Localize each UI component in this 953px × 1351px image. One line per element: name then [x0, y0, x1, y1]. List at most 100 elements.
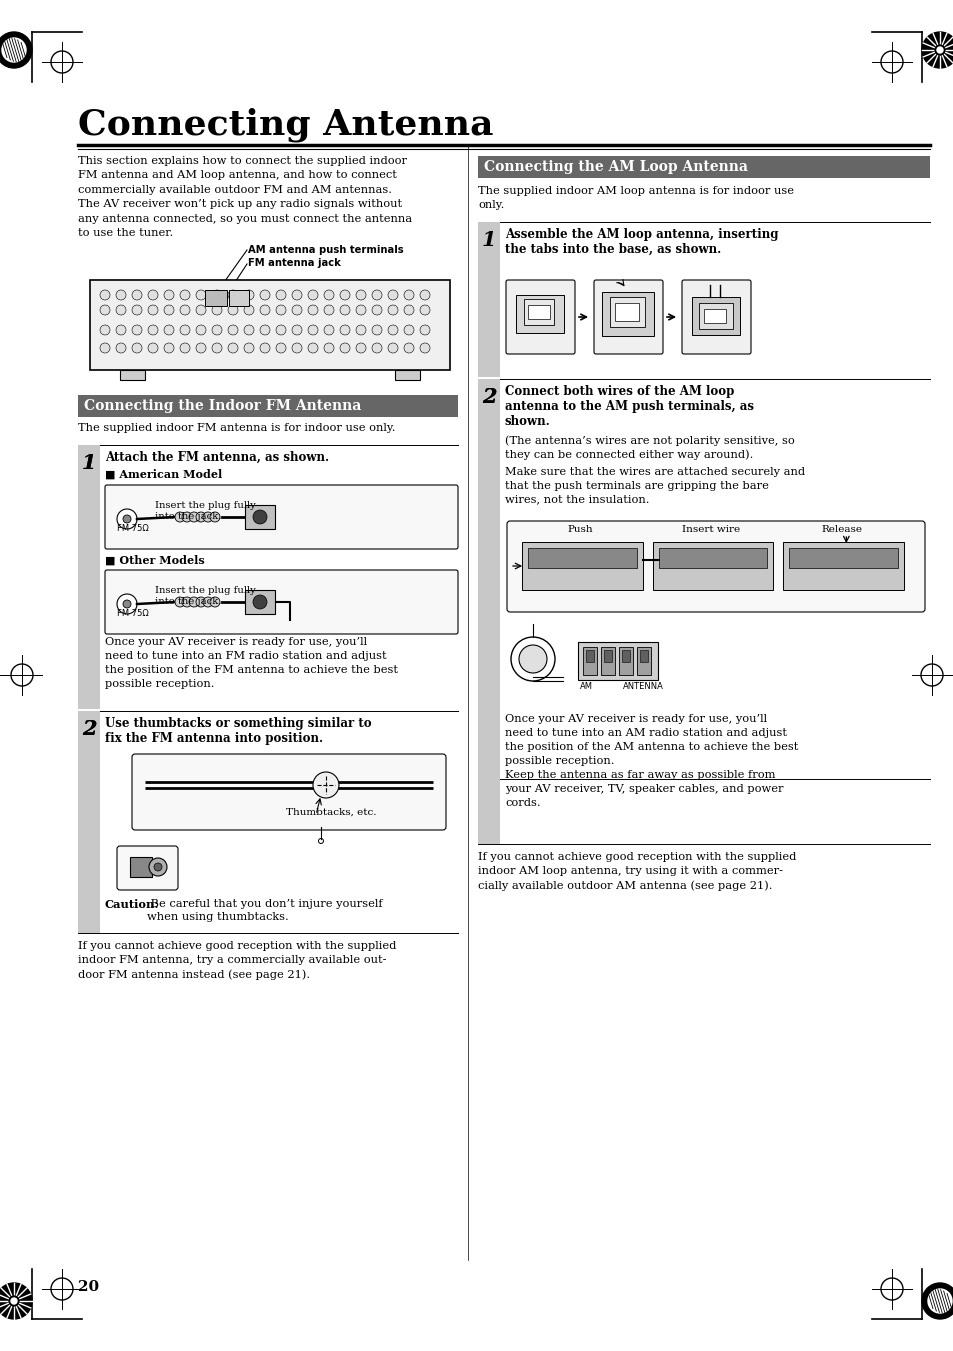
- Circle shape: [388, 343, 397, 353]
- Circle shape: [275, 343, 286, 353]
- Circle shape: [180, 290, 190, 300]
- Text: If you cannot achieve good reception with the supplied
indoor AM loop antenna, t: If you cannot achieve good reception wit…: [477, 852, 796, 890]
- Circle shape: [244, 305, 253, 315]
- Bar: [229, 290, 249, 305]
- Circle shape: [195, 326, 206, 335]
- Bar: [652, 542, 773, 590]
- Circle shape: [182, 597, 192, 607]
- Circle shape: [921, 32, 953, 68]
- Text: FM antenna jack: FM antenna jack: [248, 258, 340, 267]
- Circle shape: [324, 326, 334, 335]
- Circle shape: [117, 594, 137, 613]
- Text: Insert wire: Insert wire: [681, 526, 740, 534]
- Circle shape: [228, 305, 237, 315]
- Text: FM 75Ω: FM 75Ω: [117, 524, 149, 534]
- Circle shape: [324, 305, 334, 315]
- Bar: [477, 380, 499, 844]
- Circle shape: [212, 326, 222, 335]
- Circle shape: [148, 343, 158, 353]
- Text: Insert the plug fully
into the jack.: Insert the plug fully into the jack.: [154, 501, 255, 521]
- Bar: [245, 590, 274, 613]
- Circle shape: [149, 858, 167, 875]
- Circle shape: [339, 290, 350, 300]
- Circle shape: [388, 305, 397, 315]
- Circle shape: [153, 863, 162, 871]
- Text: ■ Other Models: ■ Other Models: [105, 555, 205, 566]
- Circle shape: [117, 509, 137, 530]
- Circle shape: [511, 638, 555, 681]
- Bar: [516, 295, 563, 332]
- Circle shape: [419, 305, 430, 315]
- Circle shape: [189, 512, 199, 521]
- FancyBboxPatch shape: [117, 846, 178, 890]
- Circle shape: [313, 771, 338, 798]
- Circle shape: [100, 290, 110, 300]
- Circle shape: [292, 326, 302, 335]
- Circle shape: [292, 343, 302, 353]
- Circle shape: [253, 594, 267, 609]
- Circle shape: [9, 1296, 19, 1306]
- FancyBboxPatch shape: [681, 280, 750, 354]
- Circle shape: [403, 305, 414, 315]
- Circle shape: [244, 343, 253, 353]
- Circle shape: [148, 290, 158, 300]
- Circle shape: [123, 600, 131, 608]
- Circle shape: [132, 290, 142, 300]
- Text: Once your AV receiver is ready for use, you’ll
need to tune into an FM radio sta: Once your AV receiver is ready for use, …: [105, 638, 397, 689]
- Circle shape: [228, 326, 237, 335]
- Circle shape: [2, 38, 26, 62]
- Text: 2: 2: [481, 386, 496, 407]
- Circle shape: [921, 1283, 953, 1319]
- Bar: [477, 380, 499, 780]
- Text: 2: 2: [82, 719, 96, 739]
- Bar: [582, 647, 597, 676]
- Circle shape: [212, 290, 222, 300]
- Circle shape: [355, 290, 366, 300]
- Circle shape: [210, 597, 220, 607]
- Circle shape: [260, 343, 270, 353]
- Circle shape: [934, 45, 944, 55]
- Text: Once your AV receiver is ready for use, you’ll
need to tune into an AM radio sta: Once your AV receiver is ready for use, …: [504, 713, 798, 808]
- Circle shape: [195, 512, 206, 521]
- Text: If you cannot achieve good reception with the supplied
indoor FM antenna, try a : If you cannot achieve good reception wit…: [78, 942, 395, 979]
- Text: Connecting the AM Loop Antenna: Connecting the AM Loop Antenna: [483, 159, 747, 174]
- Bar: [658, 549, 766, 567]
- Circle shape: [132, 326, 142, 335]
- Circle shape: [308, 343, 317, 353]
- Circle shape: [339, 343, 350, 353]
- Circle shape: [308, 326, 317, 335]
- Text: Use thumbtacks or something similar to
fix the FM antenna into position.: Use thumbtacks or something similar to f…: [105, 717, 372, 744]
- Text: (The antenna’s wires are not polarity sensitive, so
they can be connected either: (The antenna’s wires are not polarity se…: [504, 435, 794, 459]
- Text: The supplied indoor AM loop antenna is for indoor use
only.: The supplied indoor AM loop antenna is f…: [477, 186, 793, 209]
- FancyBboxPatch shape: [506, 521, 924, 612]
- Circle shape: [927, 1289, 951, 1313]
- Circle shape: [228, 343, 237, 353]
- Circle shape: [212, 305, 222, 315]
- Circle shape: [180, 326, 190, 335]
- Circle shape: [195, 597, 206, 607]
- Circle shape: [355, 326, 366, 335]
- Circle shape: [253, 509, 267, 524]
- Bar: [245, 505, 274, 530]
- Bar: [618, 647, 633, 676]
- FancyBboxPatch shape: [105, 570, 457, 634]
- Circle shape: [260, 326, 270, 335]
- Circle shape: [210, 512, 220, 521]
- Text: This section explains how to connect the supplied indoor
FM antenna and AM loop : This section explains how to connect the…: [78, 155, 412, 238]
- Circle shape: [116, 343, 126, 353]
- Text: 2: 2: [481, 386, 496, 407]
- FancyBboxPatch shape: [505, 280, 575, 354]
- Circle shape: [419, 343, 430, 353]
- Circle shape: [275, 290, 286, 300]
- Bar: [130, 857, 152, 877]
- Circle shape: [403, 326, 414, 335]
- Bar: [782, 542, 903, 590]
- Bar: [78, 394, 457, 417]
- Circle shape: [275, 305, 286, 315]
- Circle shape: [403, 290, 414, 300]
- FancyBboxPatch shape: [105, 485, 457, 549]
- Text: 1: 1: [82, 453, 96, 473]
- Circle shape: [123, 515, 131, 523]
- Circle shape: [388, 326, 397, 335]
- Circle shape: [148, 326, 158, 335]
